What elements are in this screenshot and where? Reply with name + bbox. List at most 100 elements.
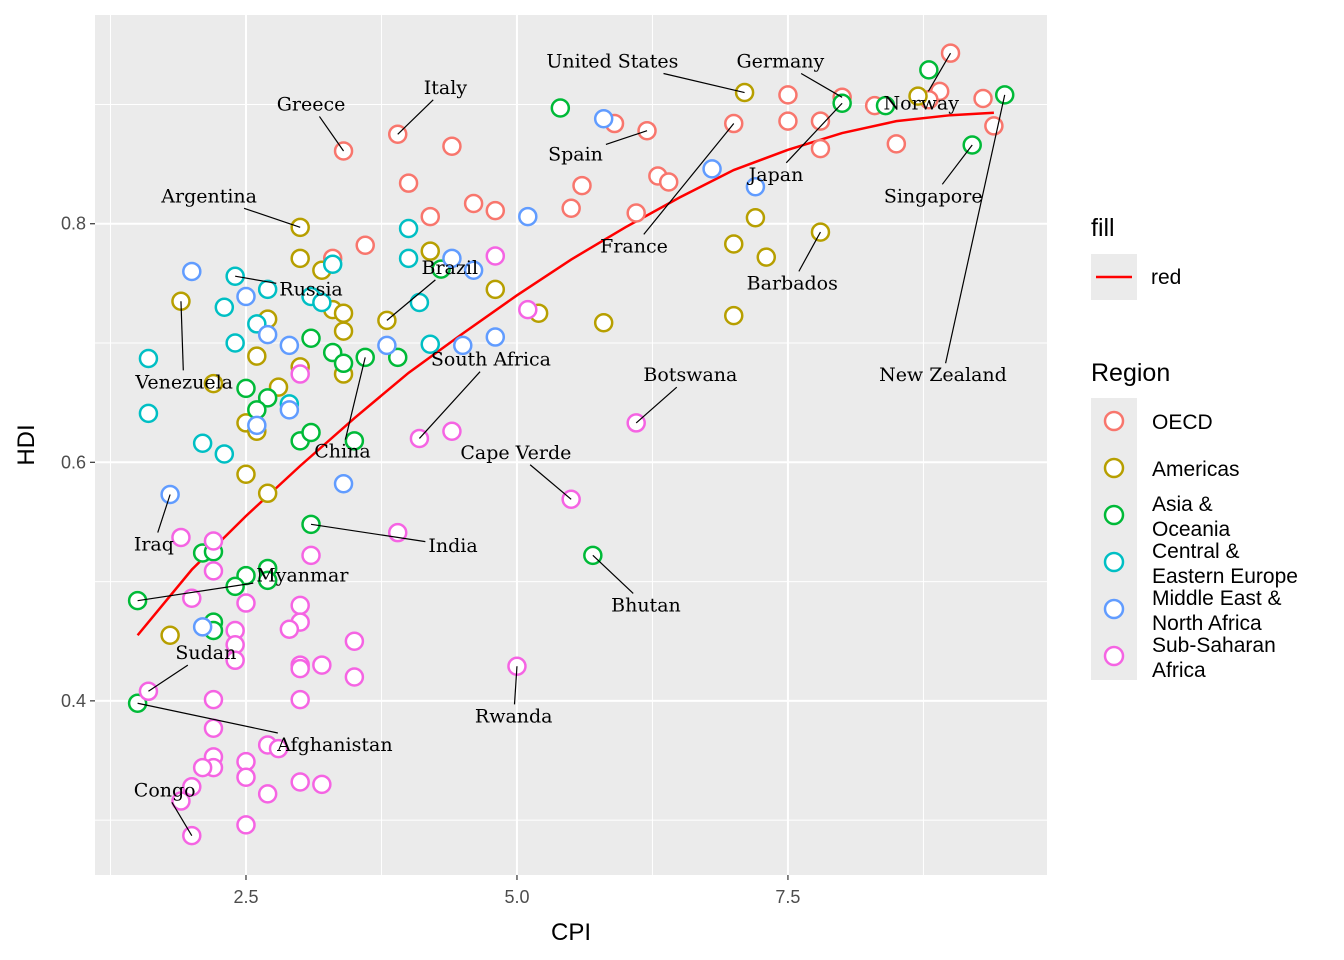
annotation-leader-line: [663, 72, 745, 94]
annotation-leader-line: [180, 301, 184, 371]
legend-region-label: Eastern Europe: [1152, 565, 1298, 588]
data-point: [257, 570, 278, 591]
data-point: [344, 631, 365, 651]
data-point: [355, 235, 375, 255]
annotation-label: China: [314, 441, 370, 463]
annotation-leader-line: [643, 123, 735, 235]
grid-lines: [95, 15, 1047, 875]
annotation-label: Italy: [424, 77, 468, 99]
annotation-leader-line: [945, 94, 1006, 364]
legend-keys-bg: [1091, 398, 1137, 680]
annotation-leader-line: [941, 144, 973, 185]
data-point: [485, 200, 506, 221]
x-axis-title: CPI: [551, 919, 591, 946]
x-tick-label: 7.5: [775, 887, 800, 907]
data-point: [420, 334, 441, 354]
annotations-layer: Greece Italy United States Germany Norway Spa…: [134, 51, 1007, 836]
legend-region-key: [1103, 457, 1125, 479]
annotation-leader-line: [635, 386, 678, 424]
annotation-label: Greece: [277, 93, 346, 115]
annotation-leader-line: [137, 702, 278, 734]
data-point: [236, 593, 256, 613]
annotation-leader-line: [344, 357, 366, 440]
legend-region-key: [1103, 504, 1125, 526]
data-point: [398, 173, 419, 193]
data-point: [810, 111, 831, 131]
annotation-leader-line: [418, 371, 481, 439]
data-point: [442, 248, 462, 269]
data-point: [203, 718, 224, 739]
trend-line: [136, 111, 994, 637]
annotation-leader-line: [798, 231, 821, 272]
axes: 2.5 5.0 7.5 0.4 0.6 0.8: [61, 214, 800, 907]
data-point: [453, 335, 473, 356]
data-point: [344, 667, 365, 687]
data-point: [778, 111, 798, 131]
y-tick-label: 0.4: [61, 691, 86, 711]
data-point: [387, 347, 408, 368]
data-point: [247, 346, 267, 366]
data-point: [192, 433, 213, 453]
annotation-leader-line: [137, 582, 254, 602]
legend-region-key: [1103, 645, 1125, 667]
annotation-leader-line: [148, 664, 189, 692]
annotation-label: France: [600, 235, 668, 257]
data-point: [518, 299, 538, 320]
data-point: [810, 138, 831, 159]
annotation-label: Japan: [747, 164, 804, 186]
data-point: [257, 279, 278, 300]
annotation-leader-line: [513, 666, 518, 705]
y-tick-label: 0.6: [61, 452, 86, 472]
data-point: [442, 136, 462, 156]
data-point: [236, 378, 256, 399]
annotation-label: Iraq: [134, 534, 174, 556]
points-layer: [127, 43, 1015, 846]
data-point: [236, 464, 256, 484]
data-point: [138, 403, 159, 424]
annotation-leader-line: [157, 494, 171, 533]
data-point: [312, 655, 332, 675]
data-point: [333, 474, 354, 494]
legend-region-key: [1103, 410, 1125, 432]
data-point: [593, 312, 614, 333]
data-point: [257, 324, 278, 345]
data-point: [561, 198, 581, 218]
data-point: [257, 388, 278, 408]
annotation-label: Brazil: [421, 257, 478, 279]
data-point: [485, 279, 506, 300]
data-point: [236, 767, 256, 787]
data-point: [257, 784, 278, 804]
data-point: [626, 203, 646, 223]
annotation-label: Rwanda: [475, 705, 553, 727]
data-point: [192, 617, 213, 637]
data-point: [984, 116, 1004, 136]
data-point: [485, 246, 506, 266]
data-point: [290, 595, 310, 616]
data-point: [463, 193, 484, 214]
data-point: [247, 415, 267, 436]
annotation-leader-line: [800, 72, 843, 98]
data-point: [723, 305, 744, 326]
data-point: [333, 353, 354, 374]
data-point: [333, 321, 354, 341]
data-point: [203, 689, 224, 710]
plot-panel: [95, 15, 1047, 875]
annotation-leader-line: [605, 130, 648, 145]
data-point: [550, 98, 571, 118]
annotation-label: Myanmar: [256, 565, 349, 587]
data-point: [214, 444, 235, 464]
data-point: [745, 177, 766, 197]
data-point: [593, 109, 614, 129]
data-point: [182, 776, 202, 797]
data-point: [973, 88, 993, 109]
data-point: [290, 248, 310, 269]
annotation-label: Botswana: [643, 364, 737, 386]
data-point: [420, 206, 441, 227]
annotation-label: Venezuela: [134, 371, 233, 393]
data-point: [203, 373, 224, 394]
legend-fill-label: red: [1151, 266, 1181, 289]
annotation-label: Spain: [548, 144, 603, 166]
annotation-label: Norway: [884, 92, 960, 114]
annotation-leader-line: [171, 802, 193, 836]
data-point: [203, 531, 224, 551]
